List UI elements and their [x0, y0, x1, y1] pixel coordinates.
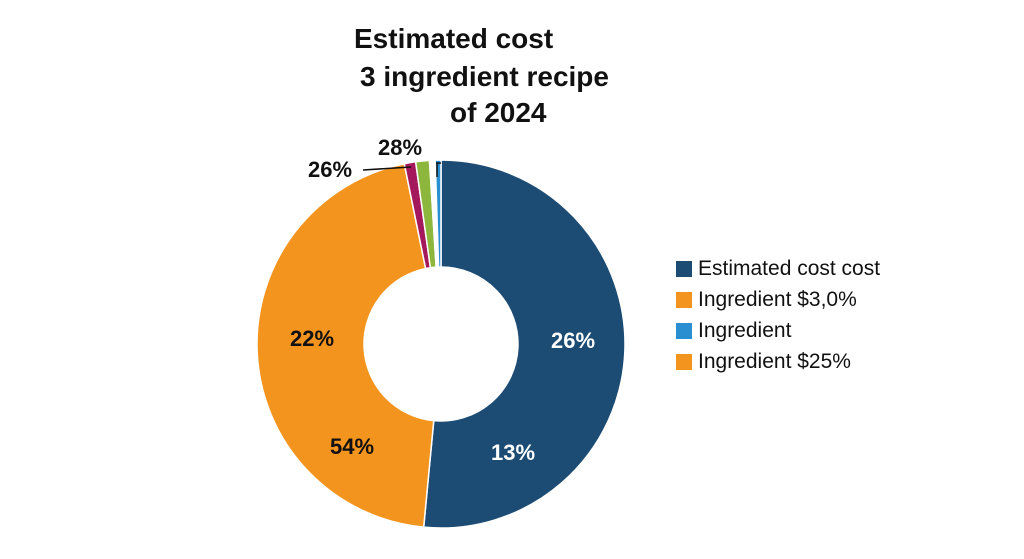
legend-item: Estimated cost cost	[676, 253, 880, 284]
legend-label: Ingredient $25%	[698, 349, 851, 373]
data-label: 54%	[330, 434, 374, 459]
legend-swatch	[676, 260, 692, 277]
legend-item: Ingredient	[676, 315, 880, 346]
donut-slice	[434, 159, 442, 268]
legend-item: Ingredient $3,0%	[676, 284, 880, 315]
data-label: 28%	[378, 135, 422, 160]
legend-label: Ingredient $3,0%	[698, 287, 857, 311]
donut-slices	[256, 159, 626, 529]
legend-label: Estimated cost cost	[698, 256, 881, 280]
chart-title-line-1: Estimated cost	[354, 23, 554, 54]
legend-label: Ingredient	[698, 318, 792, 342]
data-label: 13%	[491, 440, 535, 465]
legend-item: Ingredient $25%	[676, 346, 880, 377]
data-label: 26%	[308, 157, 352, 182]
legend-swatch	[676, 291, 692, 308]
legend-swatch	[676, 353, 692, 370]
data-label: 26%	[551, 328, 595, 353]
legend-swatch	[676, 322, 692, 339]
leader-line-26	[362, 166, 412, 171]
donut-slice	[422, 159, 626, 529]
chart-title-line-3: of 2024	[450, 97, 547, 128]
chart-title-line-2: 3 ingredient recipe	[360, 61, 609, 92]
donut-slice	[256, 162, 435, 529]
legend: Estimated cost cost Ingredient $3,0% Ing…	[676, 253, 880, 377]
data-label: 22%	[290, 326, 334, 351]
